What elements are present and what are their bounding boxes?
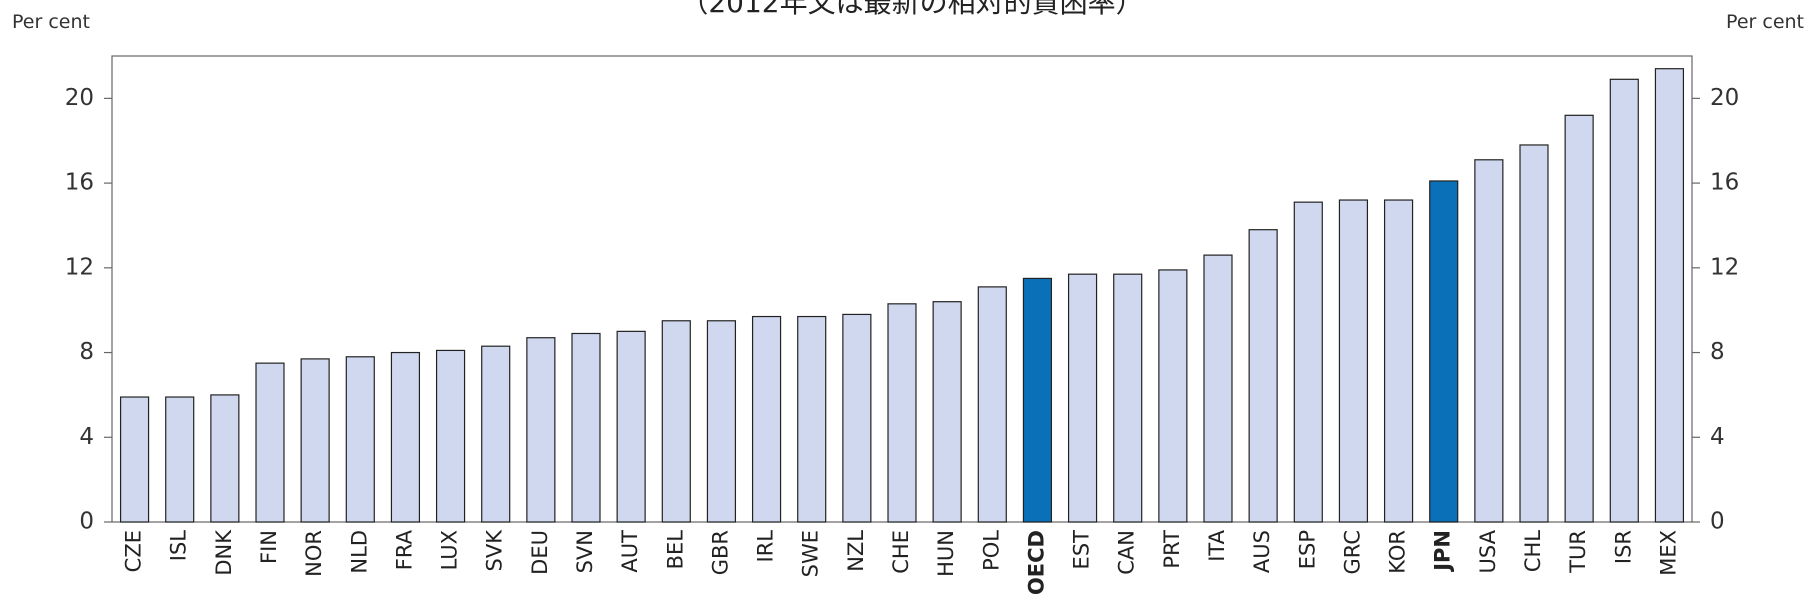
y-tick-label: 12 xyxy=(65,254,94,280)
bar xyxy=(1067,273,1098,523)
x-tick-label: AUS xyxy=(1250,530,1274,573)
bar xyxy=(1609,78,1639,523)
x-tick-label: KOR xyxy=(1386,530,1410,574)
x-tick-label: TUR xyxy=(1566,530,1590,574)
x-tick-label: NOR xyxy=(302,530,326,577)
x-tick-label: FIN xyxy=(257,530,281,564)
y2-tick-label: 16 xyxy=(1710,170,1739,196)
y-tick-label: 0 xyxy=(79,509,94,535)
bar xyxy=(932,301,962,523)
bar xyxy=(435,349,466,523)
x-tick-label: POL xyxy=(979,530,1003,571)
y2-axis-label: Per cent xyxy=(1726,11,1804,33)
bar xyxy=(616,330,646,523)
bar xyxy=(345,356,375,523)
x-tick-label: SVK xyxy=(483,529,507,572)
y-tick-label: 4 xyxy=(79,424,94,450)
x-tick-label: CZE xyxy=(122,530,146,572)
x-tick-label: ESP xyxy=(1295,530,1319,569)
bar xyxy=(1519,144,1549,523)
y-tick-label: 16 xyxy=(65,170,94,196)
bar xyxy=(300,358,330,523)
y-axis-label: Per cent xyxy=(12,11,90,33)
bar xyxy=(706,320,737,523)
bar xyxy=(1474,159,1504,523)
x-tick-label: NLD xyxy=(347,530,371,574)
bar xyxy=(1654,68,1685,523)
x-tick-label: AUT xyxy=(618,530,642,573)
bar xyxy=(797,315,827,523)
bar xyxy=(571,332,601,523)
x-tick-label: DEU xyxy=(528,530,552,575)
bar xyxy=(481,345,511,523)
x-tick-label: CHE xyxy=(889,530,913,574)
bar xyxy=(977,286,1007,523)
bar xyxy=(526,337,556,523)
x-tick-label: SWE xyxy=(799,530,823,577)
chart-title: （2012年又は最新の相対的貧困率） xyxy=(680,0,1143,19)
y2-tick-label: 8 xyxy=(1710,339,1725,365)
x-tick-label: BEL xyxy=(663,530,687,570)
bar xyxy=(1248,229,1278,523)
x-tick-label: CAN xyxy=(1115,530,1139,575)
bar xyxy=(1203,254,1233,523)
x-tick-label: DNK xyxy=(212,529,236,576)
x-tick-label: MEX xyxy=(1656,530,1680,576)
x-tick-label: ITA xyxy=(1205,529,1229,561)
x-tick-label: PRT xyxy=(1160,530,1184,569)
bar xyxy=(661,320,691,523)
bar xyxy=(1338,199,1369,523)
y2-tick-label: 12 xyxy=(1710,254,1739,280)
x-tick-label: NZL xyxy=(844,530,868,572)
bar xyxy=(842,313,872,523)
bar xyxy=(1564,114,1594,523)
bar xyxy=(1429,180,1459,523)
bar xyxy=(119,396,150,523)
y2-tick-label: 0 xyxy=(1710,509,1725,535)
x-tick-label: ISR xyxy=(1611,530,1635,564)
y2-tick-label: 4 xyxy=(1710,424,1725,450)
bar xyxy=(390,351,421,523)
y-tick-label: 8 xyxy=(79,339,94,365)
y-tick-label: 20 xyxy=(65,85,94,111)
bar xyxy=(255,362,285,523)
x-tick-label: ISL xyxy=(167,530,191,562)
bar xyxy=(165,396,195,523)
x-tick-label: SVN xyxy=(573,530,597,573)
x-tick-label: CHL xyxy=(1521,530,1545,572)
bar xyxy=(1113,273,1143,523)
bar xyxy=(1383,199,1414,523)
x-tick-label: GRC xyxy=(1340,530,1364,574)
x-tick-label: JPN xyxy=(1431,530,1455,573)
x-tick-label: EST xyxy=(1070,530,1094,570)
x-tick-label: GBR xyxy=(708,530,732,575)
x-tick-label: LUX xyxy=(438,530,462,570)
x-tick-label: FRA xyxy=(392,529,416,570)
bar xyxy=(1293,201,1323,523)
y2-tick-label: 20 xyxy=(1710,85,1739,111)
bar xyxy=(210,394,240,523)
bar xyxy=(887,303,917,523)
x-tick-label: USA xyxy=(1476,529,1500,573)
bar xyxy=(1022,277,1053,523)
x-tick-label: OECD xyxy=(1024,530,1048,595)
x-tick-label: HUN xyxy=(934,530,958,577)
x-tick-label: IRL xyxy=(754,530,778,563)
bar xyxy=(1158,269,1188,523)
bar xyxy=(751,315,782,523)
